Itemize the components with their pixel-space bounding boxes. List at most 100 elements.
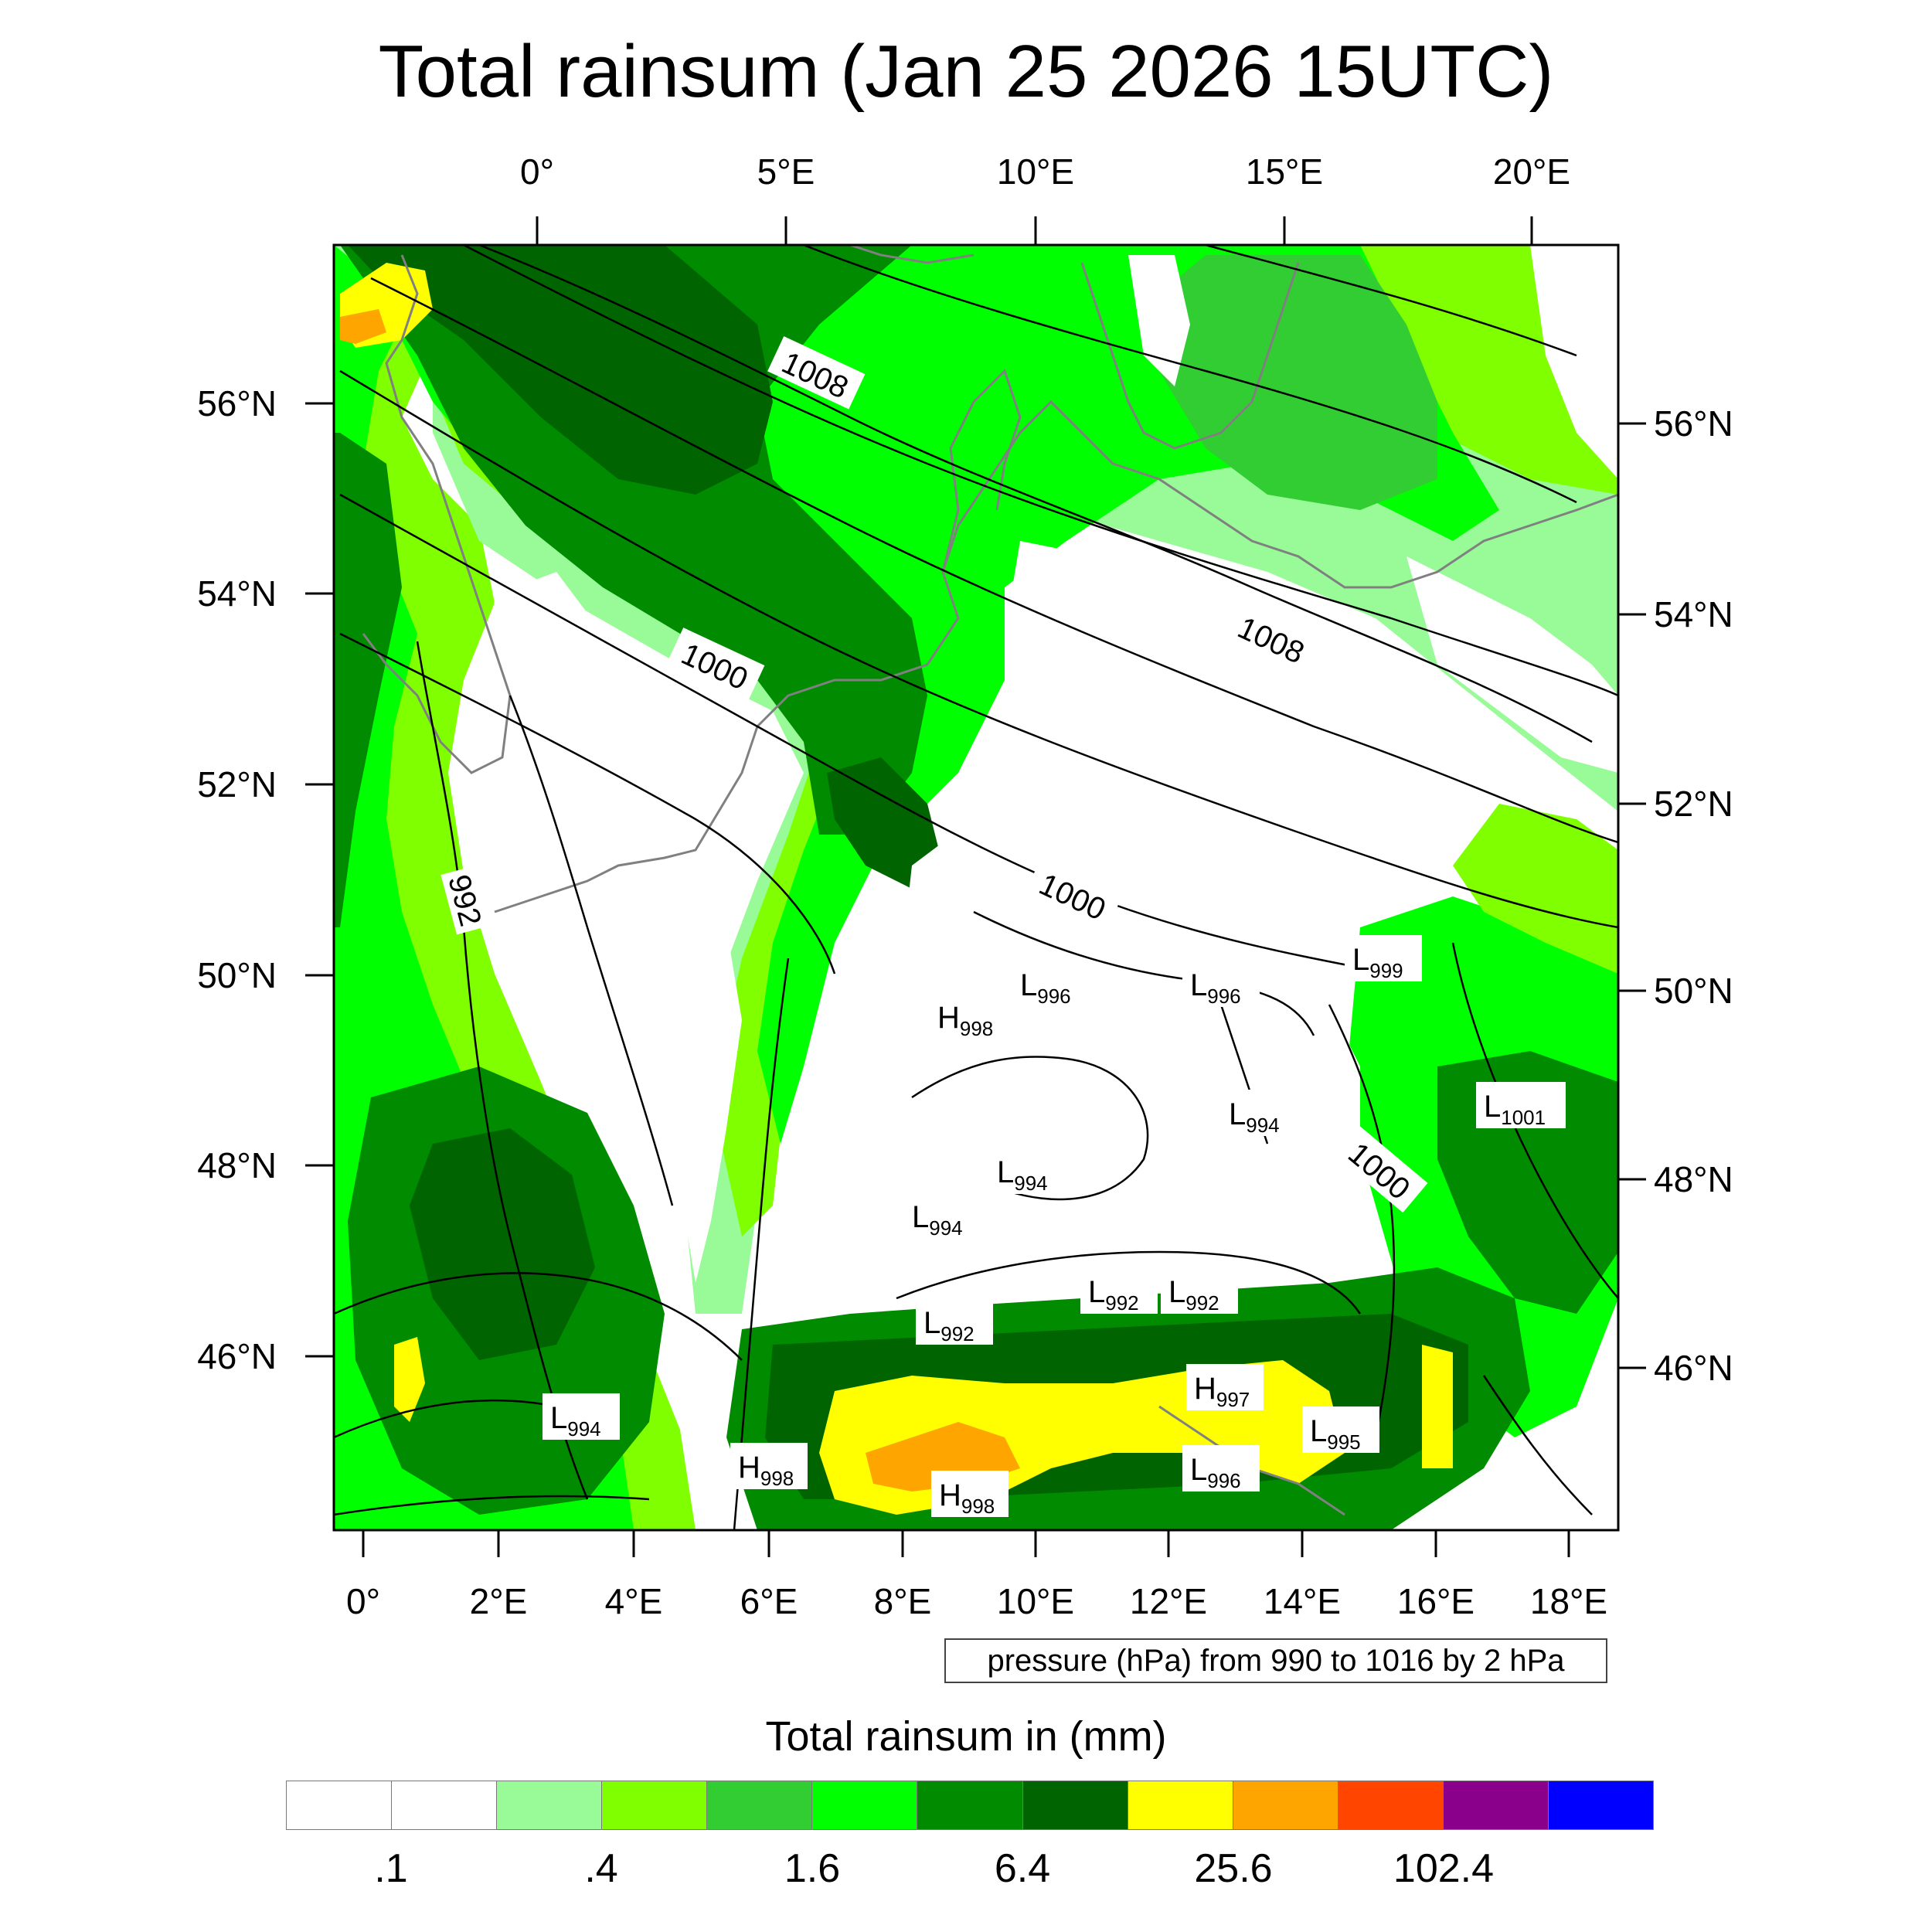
precip-area-east-north-light [1453,804,1618,974]
top-axis-label: 0° [520,151,554,192]
precip-area-north-dark [340,245,927,835]
svg-text:L996: L996 [1190,1453,1241,1492]
right-axis-label: 48°N [1654,1159,1733,1199]
svg-text:L1001: L1001 [1484,1090,1546,1129]
pressure-center: L992 [916,1298,993,1345]
svg-text:L996: L996 [1020,968,1071,1008]
dry-area-france [487,572,742,1283]
pressure-center: H998 [931,1471,1009,1518]
colorbar-label: 1.6 [784,1846,841,1891]
right-axis-labels: 56°N 54°N 52°N 50°N 48°N 46°N [1654,403,1733,1388]
pressure-centers: L999 L996 L996 H998 L1001 L994 L994 L99 [543,935,1566,1518]
legend-title: Total rainsum in (mm) [765,1713,1167,1760]
svg-text:L994: L994 [1229,1097,1280,1137]
colorbar-box [1022,1781,1128,1829]
bottom-axis-label: 16°E [1397,1581,1475,1621]
left-axis-label: 50°N [197,955,277,995]
coast-denmark [941,369,1022,573]
chart-title: Total rainsum (Jan 25 2026 15UTC) [378,30,1554,113]
svg-text:L992: L992 [923,1306,975,1345]
bottom-axis-label: 10°E [997,1581,1074,1621]
svg-text:L992: L992 [1088,1275,1139,1315]
colorbar-box [602,1781,708,1829]
svg-text:L996: L996 [1190,968,1241,1008]
bottom-axis-label: 6°E [740,1581,798,1621]
plot-frame [332,243,1620,1532]
top-axis-ticks [536,216,1533,245]
left-axis-label: 48°N [197,1145,277,1185]
left-axis-ticks [305,402,334,1358]
bottom-axis-ticks [362,1530,1570,1557]
pressure-center: L994 [989,1148,1066,1195]
colorbar-label: 102.4 [1393,1846,1495,1891]
pressure-center: H998 [730,1443,808,1490]
top-axis-label: 15°E [1246,151,1323,192]
svg-text:L994: L994 [550,1401,601,1440]
colorbar-box [812,1781,918,1829]
pressure-center: L996 [1012,961,1090,1008]
left-axis-label: 46°N [197,1336,277,1376]
pressure-center: H997 [1186,1364,1264,1411]
svg-text:H997: H997 [1194,1372,1250,1411]
right-axis-label: 50°N [1654,971,1733,1011]
pressure-center: L994 [904,1192,981,1240]
precip-area-rhine-darker [827,757,943,889]
pressure-center: L994 [1221,1090,1298,1137]
pressure-center: L1001 [1476,1082,1566,1129]
colorbar [286,1781,1654,1830]
colorbar-box [1338,1781,1444,1829]
dry-area-baltic-east [1406,556,1618,773]
precip-area-alps-yellow-east [1422,1345,1453,1468]
right-axis-ticks [1618,422,1646,1369]
bottom-axis-label: 4°E [605,1581,663,1621]
isobar-label: 992 [440,865,495,935]
top-axis-label: 20°E [1493,151,1570,192]
colorbar-box [1233,1781,1338,1829]
colorbar-box [1443,1781,1549,1829]
colorbar-box [392,1781,498,1829]
coast-sweden [1080,262,1300,450]
pressure-center: L999 [1345,935,1422,982]
bottom-axis-label: 0° [346,1581,380,1621]
precip-area-baltic-dark [1159,255,1437,510]
precip-area-west-strip [334,433,402,927]
svg-text:H998: H998 [939,1478,995,1518]
left-axis-labels: 56°N 54°N 52°N 50°N 48°N 46°N [197,383,277,1376]
top-axis-labels: 0° 5°E 10°E 15°E 20°E [520,151,1570,192]
bottom-axis-label: 14°E [1264,1581,1341,1621]
top-axis-label: 5°E [757,151,815,192]
pressure-center: L995 [1302,1406,1379,1454]
svg-text:L994: L994 [997,1155,1048,1195]
colorbar-box [497,1781,603,1829]
bottom-axis-label: 2°E [470,1581,528,1621]
left-axis-label: 56°N [197,383,277,423]
svg-text:L992: L992 [1168,1275,1219,1315]
pressure-center: L996 [1182,1445,1260,1492]
colorbar-box [917,1781,1023,1829]
svg-text:H998: H998 [937,1001,993,1040]
precip-area-west-darker [410,1128,595,1360]
bottom-axis-labels: 0° 2°E 4°E 6°E 8°E 10°E 12°E 14°E 16°E 1… [346,1581,1607,1621]
precip-area-sw-yellow [394,1337,425,1422]
pressure-center: L994 [543,1393,620,1440]
top-axis-label: 10°E [997,151,1074,192]
contour-info-box: pressure (hPa) from 990 to 1016 by 2 hPa [944,1638,1607,1683]
right-axis-label: 56°N [1654,403,1733,444]
colorbar-label: .4 [584,1846,618,1891]
pressure-center: H998 [930,993,1007,1040]
bottom-axis-label: 12°E [1130,1581,1207,1621]
pressure-center: L992 [1080,1267,1158,1315]
colorbar-box [707,1781,813,1829]
precip-area-scotland-orange [340,309,386,344]
colorbar-box [1128,1781,1233,1829]
coast-norway [849,245,975,264]
bottom-axis-label: 18°E [1530,1581,1607,1621]
colorbar-label: 6.4 [994,1846,1051,1891]
right-axis-label: 54°N [1654,594,1733,634]
colorbar-box [1548,1781,1654,1829]
pressure-center: L992 [1161,1267,1238,1315]
colorbar-box [287,1781,393,1829]
colorbar-label: 25.6 [1194,1846,1273,1891]
isobars [334,245,1618,1530]
